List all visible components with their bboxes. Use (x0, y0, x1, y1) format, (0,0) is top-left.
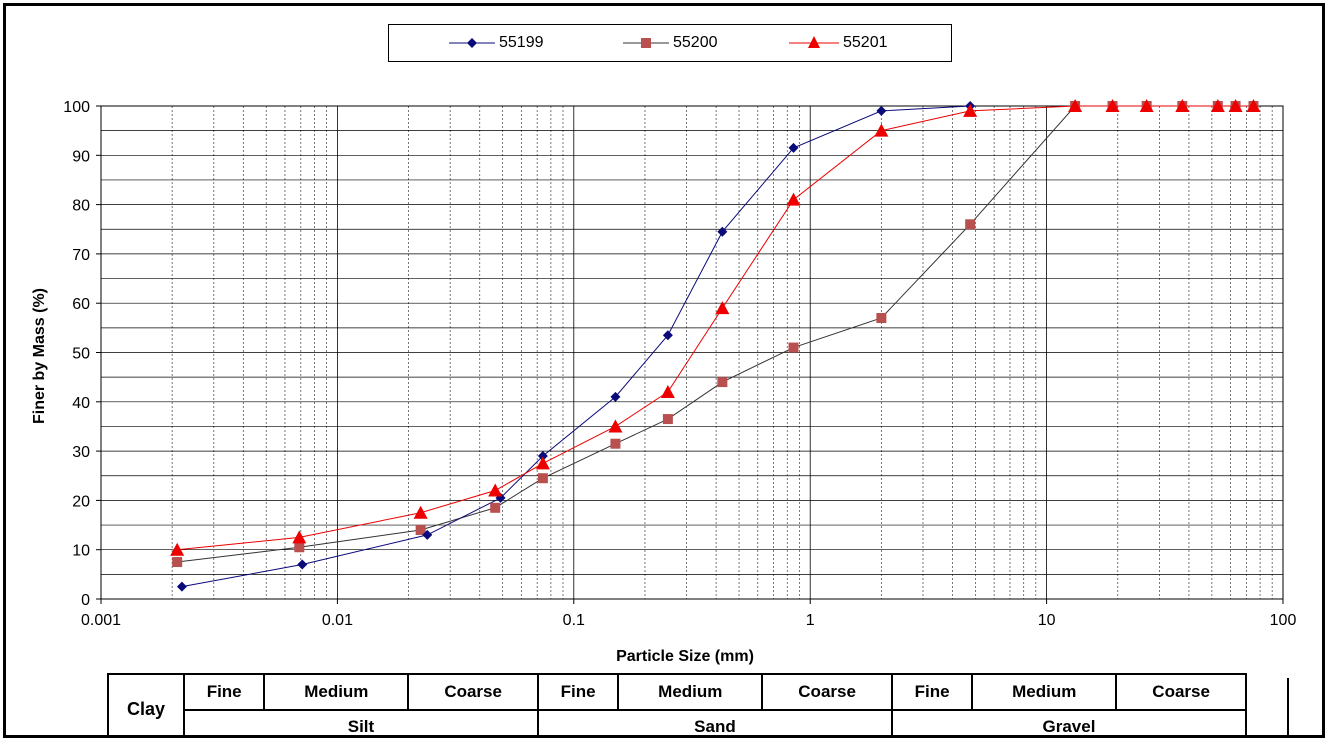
y-axis-ticks: 0 10 20 30 40 50 60 70 80 90 100 (63, 99, 101, 609)
silt-coarse-cell: Coarse (407, 672, 539, 712)
y-tick-label: 70 (72, 247, 90, 264)
point-55200 (662, 414, 673, 425)
point-55201 (786, 192, 801, 206)
silt-fine-cell: Fine (182, 672, 266, 712)
chart-frame: 0 10 20 30 40 50 60 70 80 90 100 0.001 0.01 0.1 1 10 10… (3, 3, 1325, 738)
point-55200 (717, 377, 728, 388)
gravel-coarse-cell: Coarse (1115, 672, 1247, 712)
point-55201 (1139, 99, 1154, 112)
silt-cell: Silt (183, 709, 539, 735)
particle-size-chart: 0 10 20 30 40 50 60 70 80 90 100 0.001 0.01 0.1 1 10 10… (31, 99, 1296, 665)
y-tick-label: 20 (72, 493, 90, 510)
point-55200 (415, 524, 426, 535)
point-55200 (172, 557, 183, 568)
point-55201 (1068, 99, 1083, 112)
point-55199 (176, 581, 187, 592)
y-tick-label: 0 (81, 592, 90, 609)
x-tick-label: 0.01 (322, 612, 353, 629)
point-55201 (963, 103, 978, 117)
y-tick-label: 80 (72, 198, 90, 215)
x-axis-ticks: 0.001 0.01 0.1 1 10 100 (81, 599, 1296, 629)
point-55201 (292, 530, 307, 544)
sand-cell: Sand (536, 709, 893, 735)
y-tick-label: 30 (72, 444, 90, 461)
legend-label: 55200 (673, 34, 718, 51)
clay-cell: Clay (107, 673, 185, 735)
point-55200 (537, 473, 548, 484)
square-marker-icon (623, 38, 669, 48)
point-55200 (965, 219, 976, 230)
point-55201 (1105, 99, 1120, 112)
y-tick-label: 100 (63, 99, 90, 116)
point-55201 (488, 483, 503, 497)
x-axis-title: Particle Size (mm) (616, 648, 754, 665)
sand-fine-cell: Fine (536, 672, 620, 712)
point-55201 (660, 384, 675, 398)
sand-medium-cell: Medium (617, 672, 764, 712)
point-55199 (662, 330, 673, 341)
gravel-cell: Gravel (890, 709, 1248, 735)
point-55200 (490, 502, 501, 513)
point-55201 (1210, 99, 1225, 112)
legend-label: 55201 (843, 34, 888, 51)
point-55201 (608, 419, 623, 433)
point-55199 (297, 559, 308, 570)
silt-medium-cell: Medium (263, 672, 410, 712)
point-55201 (715, 301, 730, 315)
sand-coarse-cell: Coarse (761, 672, 893, 712)
point-55201 (874, 123, 889, 137)
y-tick-label: 50 (72, 346, 90, 363)
y-axis-title: Finer by Mass (%) (31, 288, 48, 424)
point-55199 (876, 105, 887, 116)
table-right-rule (1287, 678, 1289, 735)
x-tick-label: 0.001 (81, 612, 121, 629)
x-tick-label: 100 (1270, 612, 1297, 629)
x-tick-label: 0.1 (563, 612, 585, 629)
x-tick-label: 1 (806, 612, 815, 629)
y-tick-label: 60 (72, 296, 90, 313)
point-55201 (1175, 99, 1190, 112)
grid-lines (100, 105, 1283, 600)
point-55199 (422, 529, 433, 540)
series-line-55201 (177, 105, 1254, 551)
point-55201 (170, 542, 185, 556)
chart-legend: 55199 55200 55201 (388, 24, 952, 62)
gravel-fine-cell: Fine (890, 672, 974, 712)
gravel-medium-cell: Medium (971, 672, 1118, 712)
y-tick-label: 40 (72, 395, 90, 412)
point-55201 (1246, 99, 1261, 112)
point-55200 (788, 342, 799, 353)
series-line-55200 (177, 105, 1254, 563)
soil-classification-table: Clay Fine Medium Coarse Fine Medium Coar… (107, 672, 1248, 735)
legend-label: 55199 (499, 34, 544, 51)
diamond-marker-icon (449, 38, 495, 48)
y-tick-label: 90 (72, 148, 90, 165)
point-55200 (294, 542, 305, 553)
point-55199 (537, 451, 548, 462)
series-layer (170, 99, 1261, 592)
series-line-55199 (181, 105, 971, 588)
point-55201 (413, 505, 428, 519)
triangle-marker-icon (789, 36, 839, 48)
x-tick-label: 10 (1038, 612, 1056, 629)
point-55199 (610, 391, 621, 402)
point-55201 (535, 456, 550, 470)
point-55201 (1228, 99, 1243, 112)
y-tick-label: 10 (72, 543, 90, 560)
point-55200 (610, 438, 621, 449)
point-55199 (717, 226, 728, 237)
point-55200 (876, 312, 887, 323)
point-55199 (788, 142, 799, 153)
